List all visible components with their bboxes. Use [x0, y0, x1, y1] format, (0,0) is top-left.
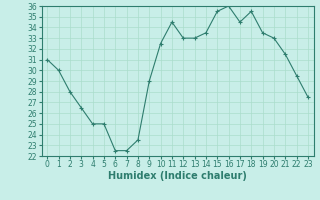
X-axis label: Humidex (Indice chaleur): Humidex (Indice chaleur) — [108, 171, 247, 181]
